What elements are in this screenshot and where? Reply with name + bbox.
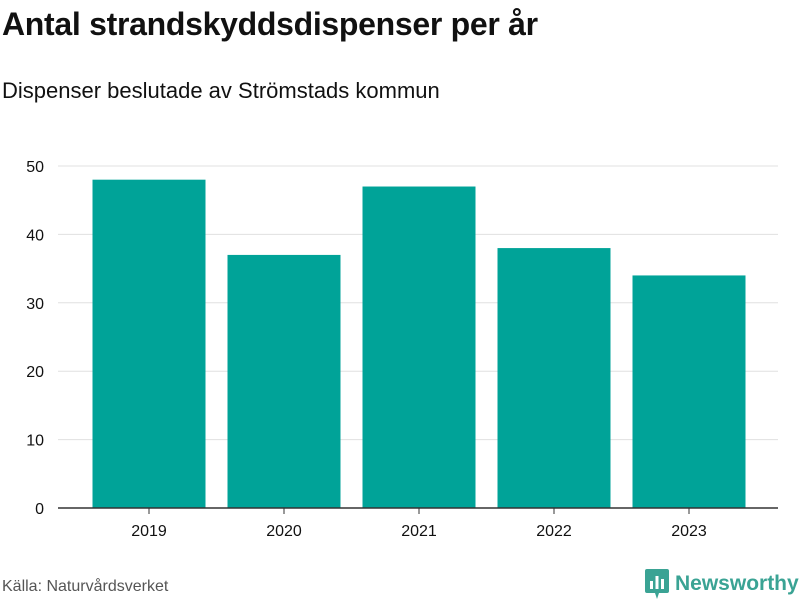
y-tick-label: 0 xyxy=(35,501,44,518)
source-note: Källa: Naturvårdsverket xyxy=(2,578,169,595)
y-tick-label: 20 xyxy=(26,364,44,381)
y-tick-label: 50 xyxy=(26,159,44,176)
brand-logo: Newsworthy xyxy=(645,569,799,599)
bar-2021 xyxy=(362,186,476,508)
bar-chart-bubble-icon xyxy=(645,569,669,599)
bar-2022 xyxy=(497,248,611,508)
y-tick-label: 10 xyxy=(26,433,44,450)
brand-name: Newsworthy xyxy=(675,572,799,595)
x-tick-label: 2020 xyxy=(266,523,302,540)
x-tick-label: 2023 xyxy=(671,523,707,540)
chart-title: Antal strandskyddsdispenser per år xyxy=(2,6,538,42)
x-tick-label: 2021 xyxy=(401,523,437,540)
bar-2023 xyxy=(632,275,746,508)
bar-2019 xyxy=(92,179,206,508)
bar-2020 xyxy=(227,254,341,508)
chart-subtitle: Dispenser beslutade av Strömstads kommun xyxy=(2,78,440,103)
y-tick-label: 30 xyxy=(26,296,44,313)
y-tick-label: 40 xyxy=(26,227,44,244)
x-tick-label: 2019 xyxy=(131,523,167,540)
x-tick-label: 2022 xyxy=(536,523,572,540)
